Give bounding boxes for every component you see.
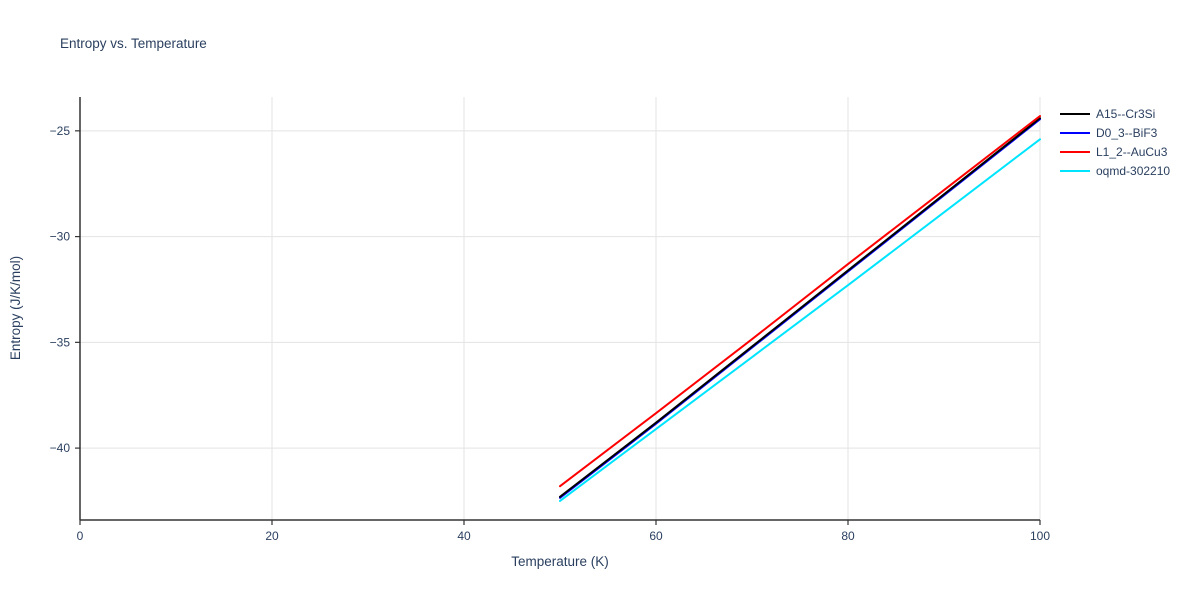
legend-line-swatch	[1060, 150, 1090, 153]
legend-line-swatch	[1060, 131, 1090, 134]
x-tick-label: 40	[457, 529, 471, 543]
legend: A15--Cr3Si D0_3--BiF3 L1_2--AuCu3 oqmd-3022…	[1060, 104, 1170, 180]
legend-label: A15--Cr3Si	[1096, 106, 1156, 121]
x-tick-label: 20	[265, 529, 279, 543]
y-axis-label: Entropy (J/K/mol)	[8, 256, 23, 360]
series-line-A15--Cr3Si	[559, 117, 1041, 498]
chart-title: Entropy vs. Temperature	[60, 36, 207, 51]
legend-item[interactable]: D0_3--BiF3	[1060, 123, 1170, 142]
grid-lines	[79, 97, 1041, 520]
x-tick-label: 80	[841, 529, 855, 543]
x-tick-label: 100	[1030, 529, 1050, 543]
legend-label: oqmd-302210	[1096, 163, 1171, 178]
data-series	[559, 115, 1041, 502]
legend-item[interactable]: oqmd-302210	[1060, 161, 1170, 180]
y-tick-label: −40	[50, 441, 71, 455]
x-tick-label: 0	[77, 529, 84, 543]
legend-line-swatch	[1060, 169, 1090, 172]
y-tick-label: −35	[50, 335, 71, 349]
legend-label: L1_2--AuCu3	[1096, 144, 1168, 159]
series-line-L1_2--AuCu3	[559, 115, 1041, 488]
x-axis-label: Temperature (K)	[511, 554, 609, 569]
legend-label: D0_3--BiF3	[1096, 125, 1158, 140]
legend-item[interactable]: A15--Cr3Si	[1060, 104, 1170, 123]
y-tick-label: −30	[50, 230, 71, 244]
x-tick-label: 60	[649, 529, 663, 543]
axis-ticks: 0 20 40 60 80 100 −40 −35 −30 −25	[50, 124, 1051, 543]
legend-item[interactable]: L1_2--AuCu3	[1060, 142, 1170, 161]
series-line-oqmd-302210	[559, 138, 1041, 502]
axis-spines	[79, 97, 1040, 521]
legend-line-swatch	[1060, 112, 1090, 115]
y-tick-label: −25	[50, 124, 71, 138]
